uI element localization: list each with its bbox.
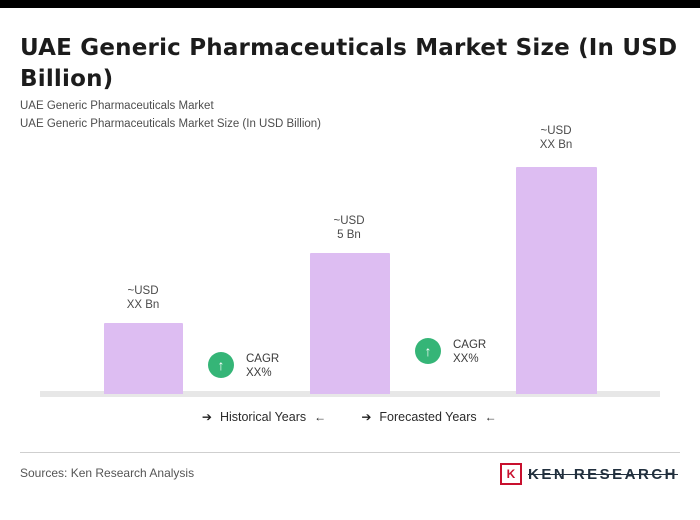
- baseline-band: [40, 391, 660, 397]
- cagr-line2: XX%: [246, 367, 272, 379]
- historical-years-label: Historical Years: [219, 410, 307, 424]
- ken-research-logo: K KEN RESEARCH: [499, 463, 678, 485]
- bar-value-line1: ~USD: [333, 215, 365, 227]
- bar-value-line1: ~USD: [540, 125, 572, 137]
- cagr-up-arrow-icon: ↑: [415, 338, 441, 364]
- up-arrow-glyph: ↑: [424, 343, 432, 359]
- subtitle-line-2: UAE Generic Pharmaceuticals Market Size …: [20, 118, 322, 130]
- cagr-line1: CAGR: [246, 353, 280, 365]
- right-arrow-icon: ➔: [201, 410, 212, 424]
- footer-divider: [20, 452, 680, 453]
- bar-historical: [104, 323, 183, 394]
- bar-value-label: ~USD XX Bn: [501, 124, 611, 152]
- axis-label-forecasted: ➔ Forecasted Years ←: [361, 410, 496, 424]
- subtitle-line-1: UAE Generic Pharmaceuticals Market: [20, 100, 214, 112]
- cagr-line2: XX%: [453, 353, 479, 365]
- cagr-up-arrow-icon: ↑: [208, 352, 234, 378]
- bar-value-line2: 5 Bn: [337, 229, 361, 241]
- cagr-label: CAGR XX%: [246, 352, 279, 380]
- sources-text: Sources: Ken Research Analysis: [20, 466, 195, 480]
- axis-label-historical: ➔ Historical Years ←: [202, 410, 326, 424]
- top-black-bar: [0, 0, 700, 8]
- bar-value-line2: XX Bn: [539, 139, 573, 151]
- up-arrow-glyph: ↑: [217, 357, 225, 373]
- right-arrow-icon: ➔: [361, 410, 372, 424]
- bar-forecast-1: [310, 253, 390, 394]
- cagr-label: CAGR XX%: [453, 338, 486, 366]
- bar-forecast-2: [516, 167, 597, 394]
- bar-value-line2: XX Bn: [126, 299, 160, 311]
- forecasted-years-label: Forecasted Years: [379, 410, 477, 424]
- bar-value-line1: ~USD: [127, 285, 159, 297]
- bar-value-label: ~USD 5 Bn: [294, 214, 404, 242]
- left-arrow-icon: ←: [314, 410, 327, 424]
- cagr-line1: CAGR: [453, 339, 487, 351]
- page-title: UAE Generic Pharmaceuticals Market Size …: [20, 35, 678, 93]
- left-arrow-icon: ←: [484, 410, 497, 424]
- ken-research-logo-icon: K: [499, 463, 522, 485]
- ken-research-logo-text: KEN RESEARCH: [527, 465, 678, 483]
- bar-value-label: ~USD XX Bn: [88, 284, 198, 312]
